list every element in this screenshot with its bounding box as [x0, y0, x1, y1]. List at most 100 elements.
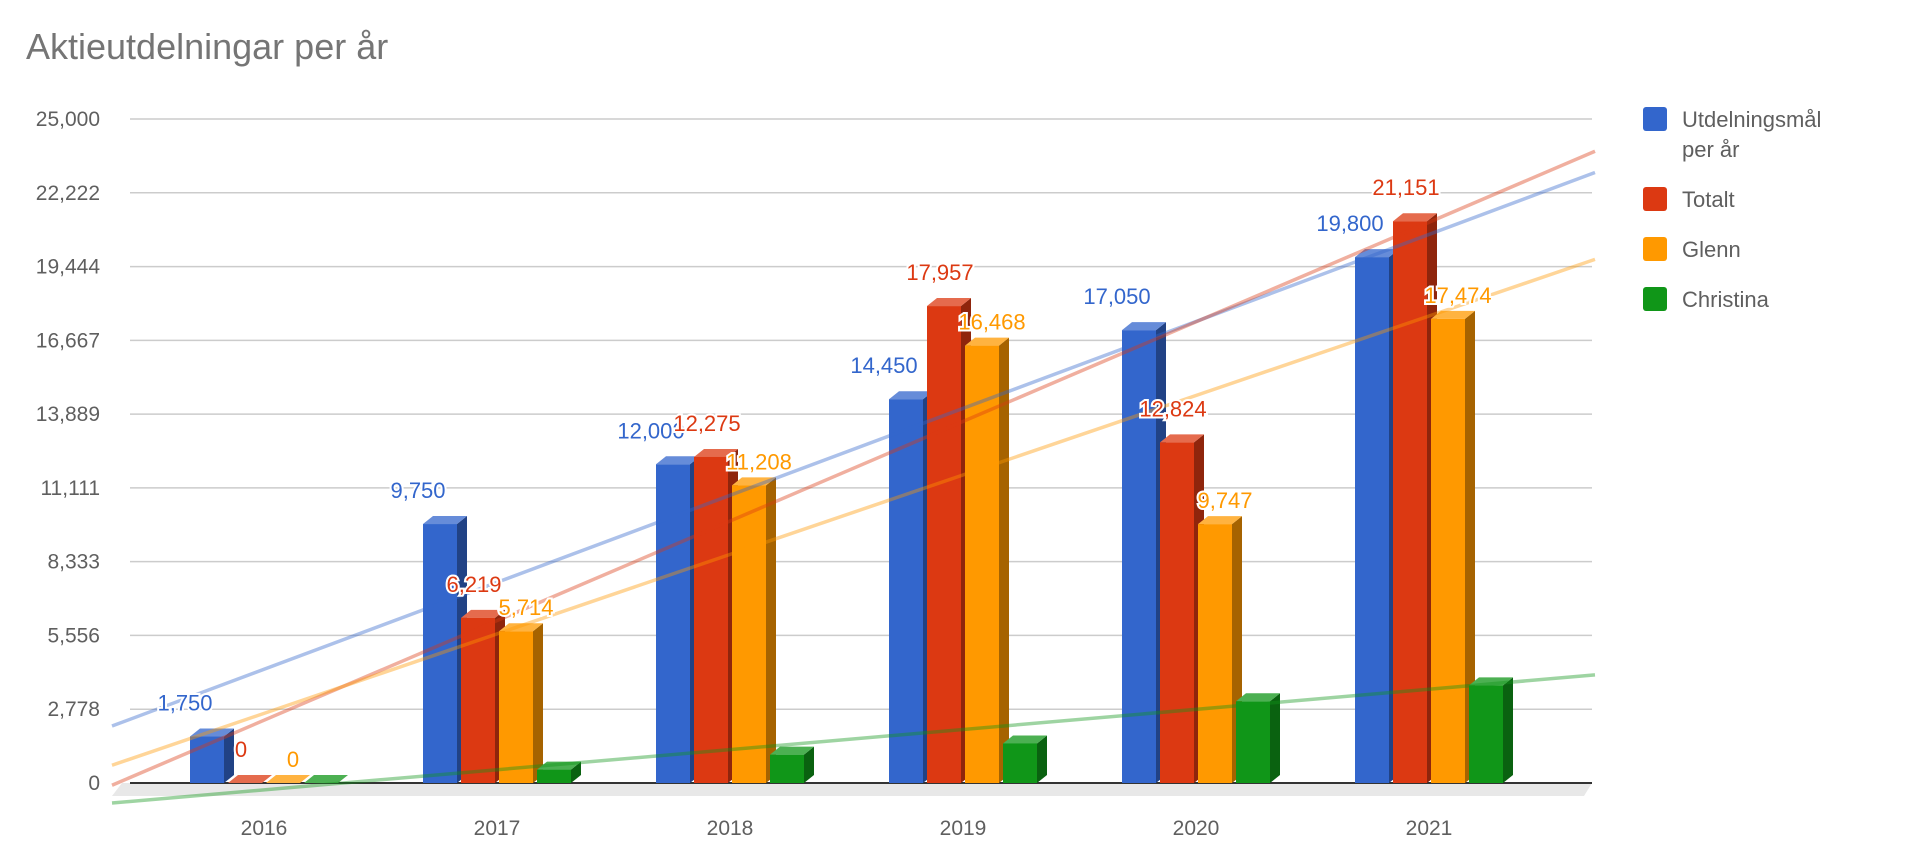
bar-top	[965, 337, 1009, 346]
bar	[927, 298, 971, 783]
data-label: 19,800	[1316, 211, 1383, 236]
data-label: 12,000	[617, 418, 684, 443]
y-tick-label: 8,333	[47, 551, 100, 574]
bar	[1003, 735, 1047, 783]
bar-top	[1122, 322, 1166, 331]
bar-side	[999, 337, 1009, 783]
legend-entry: Totalt	[1643, 187, 1735, 212]
y-tick-label: 5,556	[47, 624, 100, 647]
y-tick-label: 22,222	[36, 182, 100, 205]
data-label: 14,450	[850, 353, 917, 378]
bar-front	[461, 617, 495, 783]
data-label: 0	[235, 737, 247, 762]
x-tick-label: 2016	[241, 817, 288, 840]
y-tick-label: 16,667	[36, 329, 100, 352]
bar	[423, 516, 467, 783]
bar-front	[1431, 318, 1465, 783]
bar-top	[1198, 516, 1242, 525]
y-tick-label: 0	[88, 772, 100, 795]
bar	[1122, 322, 1166, 783]
bar-side	[224, 728, 234, 783]
bar-side	[1037, 735, 1047, 783]
bar-front	[1355, 257, 1389, 783]
trendline	[111, 673, 1596, 805]
bar-top	[1431, 310, 1475, 319]
bar-top	[770, 746, 814, 755]
bar-front	[1160, 442, 1194, 783]
bar-top	[694, 448, 738, 457]
data-label: 21,151	[1372, 175, 1439, 200]
bar	[1431, 310, 1475, 783]
data-label: 17,957	[906, 260, 973, 285]
bar	[965, 337, 1009, 783]
legend-label: Totalt	[1682, 187, 1735, 212]
bar-top	[228, 775, 272, 783]
bar-top	[1393, 213, 1437, 222]
bar-side	[1270, 693, 1280, 783]
bar-side	[1465, 310, 1475, 783]
bar-front	[770, 754, 804, 783]
bar	[266, 775, 310, 783]
bar-top	[1003, 735, 1047, 744]
bar-top	[656, 456, 700, 465]
bar-front	[732, 485, 766, 783]
x-tick-label: 2021	[1406, 817, 1453, 840]
bar-top	[1469, 677, 1513, 686]
bar-front	[499, 631, 533, 783]
bar-front	[1198, 524, 1232, 783]
bar	[499, 623, 543, 783]
bar-front	[1393, 221, 1427, 784]
bar-front	[965, 345, 999, 783]
data-label: 9,750	[390, 478, 445, 503]
bar-side	[533, 623, 543, 783]
legend-entry: Glenn	[1643, 237, 1741, 262]
bar-top	[1355, 249, 1399, 258]
x-tick-label: 2020	[1173, 817, 1220, 840]
bar	[1160, 434, 1204, 783]
trendline	[111, 257, 1596, 767]
bar-front	[927, 306, 961, 783]
bar	[190, 728, 234, 783]
bar	[1236, 693, 1280, 783]
y-tick-label: 25,000	[36, 108, 100, 131]
data-label: 12,275	[673, 411, 740, 436]
bar-front	[423, 524, 457, 783]
bar-top	[1236, 693, 1280, 702]
bar	[537, 761, 581, 783]
legend-label: Glenn	[1682, 237, 1741, 262]
x-tick-label: 2017	[474, 817, 521, 840]
x-tick-label: 2018	[707, 817, 754, 840]
bar	[1198, 516, 1242, 783]
bar-side	[766, 477, 776, 783]
bar-top	[499, 623, 543, 632]
data-label: 1,750	[157, 691, 212, 716]
bar-side	[804, 746, 814, 783]
data-label: 16,468	[958, 310, 1025, 335]
bar-top	[190, 728, 234, 737]
data-label: 9,747	[1197, 488, 1252, 513]
bar-top	[423, 516, 467, 525]
data-label: 5,714	[498, 595, 553, 620]
bar-top	[461, 609, 505, 618]
legend-entry: Christina	[1643, 287, 1770, 312]
data-label: 0	[287, 747, 299, 772]
bar	[770, 746, 814, 783]
bar-top	[266, 775, 310, 783]
legend-swatch	[1643, 107, 1667, 131]
y-tick-label: 19,444	[36, 256, 101, 279]
bar-front	[694, 456, 728, 783]
legend-swatch	[1643, 187, 1667, 211]
legend-entry: Utdelningsmål per år	[1643, 107, 1821, 162]
legend-label: Utdelningsmål	[1682, 107, 1821, 132]
legend-swatch	[1643, 237, 1667, 261]
bar-top	[537, 761, 581, 770]
legend-label: per år	[1682, 137, 1739, 162]
bar	[656, 456, 700, 783]
bar-side	[1503, 677, 1513, 783]
data-label: 17,050	[1083, 284, 1150, 309]
bar	[889, 391, 933, 783]
data-label: 6,219	[446, 572, 501, 597]
bar-top	[732, 477, 776, 486]
